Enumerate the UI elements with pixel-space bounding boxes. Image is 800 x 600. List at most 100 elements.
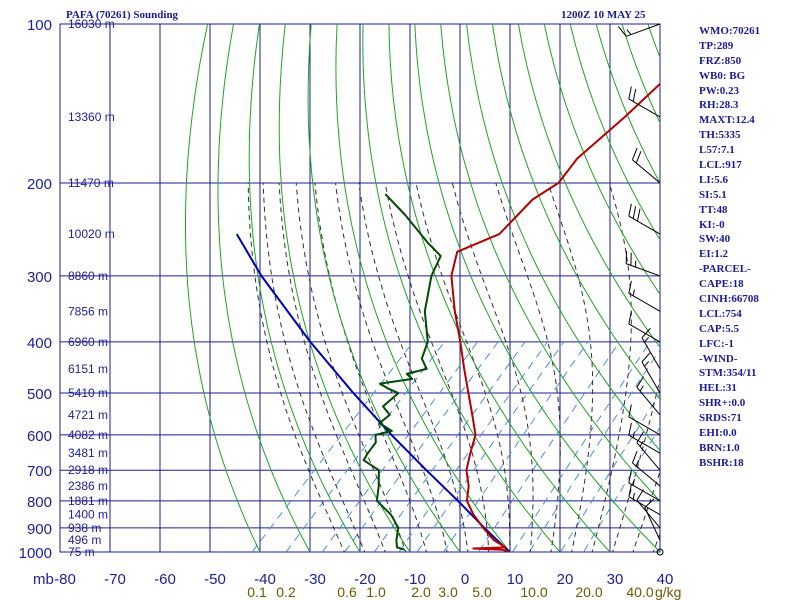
mixing-ratio-label: 2.0 [411,584,431,600]
wind-barb-staff [632,159,661,184]
mixing-ratio-lines [251,341,660,552]
parcel-section-label: -PARCEL- [699,263,751,276]
pressure-tick-label: 700 [27,463,52,480]
sounding-traces [235,82,660,552]
mixing-ratio-line [251,341,414,552]
wind-barb-half-feather [632,431,635,438]
wind-barb-feather [628,422,632,436]
height-label: 3481 m [68,446,108,460]
pressure-tick-label: 500 [27,386,52,403]
mixing-ratio-label: 0.2 [276,584,296,600]
dry-adiabat-line [185,24,261,552]
wind-barb [628,470,661,502]
mixing-ratio-line [442,341,589,552]
mixing-ratio-label: 20.0 [575,584,602,600]
wind-barb-staff [641,361,661,394]
wind-barb-feather [628,404,632,417]
index-item: L57:7.1 [699,144,735,157]
height-label: 4082 m [68,428,108,442]
height-label: 496 m [68,533,101,547]
index-item: CAPE:18 [699,278,744,291]
temperature-tick-label: -10 [404,571,426,588]
wind-barb [628,422,661,454]
mixing-ratio-line [344,341,499,552]
mixing-ratio-line [512,341,651,552]
wind-barb [631,147,661,184]
index-item: WB0: BG [699,69,746,82]
wind-barb-staff [628,416,661,436]
index-item: SW:40 [699,233,731,246]
index-item: SI:5.1 [699,188,727,201]
mixing-ratio-line [321,341,479,552]
dry-adiabat-line [440,24,660,502]
isobar-isotherm-grid [59,23,661,553]
wind-barb-staff [628,323,661,343]
dry-adiabat-line [248,24,361,552]
moist-adiabat-line [358,182,469,552]
wind-barb-staff [628,215,661,235]
wind-barb-staff [628,496,661,516]
index-item: TT:48 [699,203,728,216]
index-item: LFC:-1 [699,337,734,350]
height-label: 8860 m [68,269,108,283]
height-label: 4721 m [68,408,108,422]
dry-adiabat-line [517,24,660,349]
wind-barb-staff [641,337,661,370]
wind-barb-staff [636,387,661,416]
index-item: SRDS:71 [699,412,742,425]
wind-barb [628,311,661,343]
height-label: 10020 m [68,227,115,241]
wind-barb-feather [631,147,638,160]
wind-barb-staff [632,462,661,487]
mixing-ratio-label: 5.0 [472,584,492,600]
wind-barb-feather [636,431,644,443]
dry-adiabat-line [307,24,461,552]
dewpoint-trace [362,193,442,551]
moist-adiabat-line [278,182,386,552]
wind-barb [641,327,661,370]
temperature-tick-label: 0 [461,571,469,588]
height-label: 13360 m [68,110,115,124]
moist-adiabat-line [547,182,594,552]
wind-barb-feather [617,26,627,37]
moist-adiabat-line [295,182,407,552]
mixing-ratio-line [373,341,526,552]
mixing-ratio-label: 10.0 [520,584,547,600]
wind-barb-feather [636,489,644,501]
dry-adiabat-line [335,24,511,552]
pressure-tick-label: 100 [27,17,52,34]
mixing-ratio-label: 0.1 [247,584,267,600]
wind-barb-feather [628,311,632,324]
index-item: FRZ:850 [699,54,742,67]
moist-adiabat-line [612,376,660,552]
wind-barb-half-feather [632,479,635,486]
sounding-timestamp: 1200Z 10 MAY 25 [561,9,646,21]
background-lines [185,24,660,552]
temperature-tick-label: -70 [104,571,126,588]
dry-adiabat-line [362,24,561,552]
dry-adiabat-line [466,24,660,452]
wind-barb-feather [628,484,632,497]
moist-adiabat-line [415,182,511,552]
wind-barb [636,376,661,416]
wind-barb-feather [628,86,632,100]
temperature-tick-label: -40 [254,571,276,588]
height-label: 6960 m [68,335,108,349]
pressure-tick-label: 300 [27,269,52,286]
moist-adiabat-line [384,182,490,552]
index-item: RH:28.3 [699,99,739,112]
wind-barb [628,484,661,516]
temperature-tick-label: -60 [154,571,176,588]
wind-barb [644,498,661,541]
index-item: WMO:70261 [699,25,761,37]
wind-barb-staff [628,434,661,454]
wind-barb [628,280,661,312]
wind-barb [628,404,661,436]
index-item: MAXT:12.4 [699,114,755,127]
wind-barb [641,352,661,394]
index-item: PW:0.23 [699,84,740,97]
temperature-tick-label: -20 [354,571,376,588]
moist-adiabat-line [247,182,345,552]
wind-barb-half-feather [626,29,632,35]
